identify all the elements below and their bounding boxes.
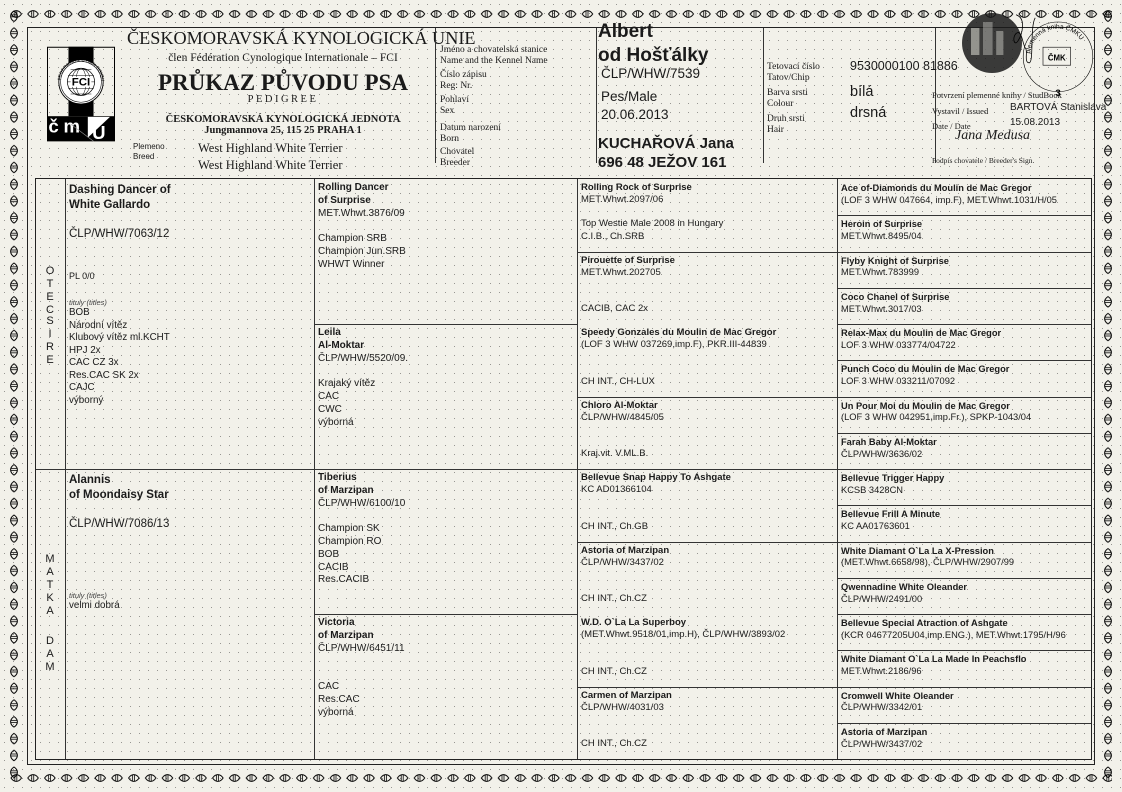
svg-text:č: č — [48, 116, 58, 137]
svg-text:m: m — [63, 116, 80, 137]
svg-text:plemenná kniha ČMKU: plemenná kniha ČMKU — [1025, 23, 1085, 54]
svg-text:FCI: FCI — [72, 76, 90, 88]
svg-text:ČMK: ČMK — [1048, 53, 1066, 62]
svg-text:U: U — [92, 122, 105, 143]
